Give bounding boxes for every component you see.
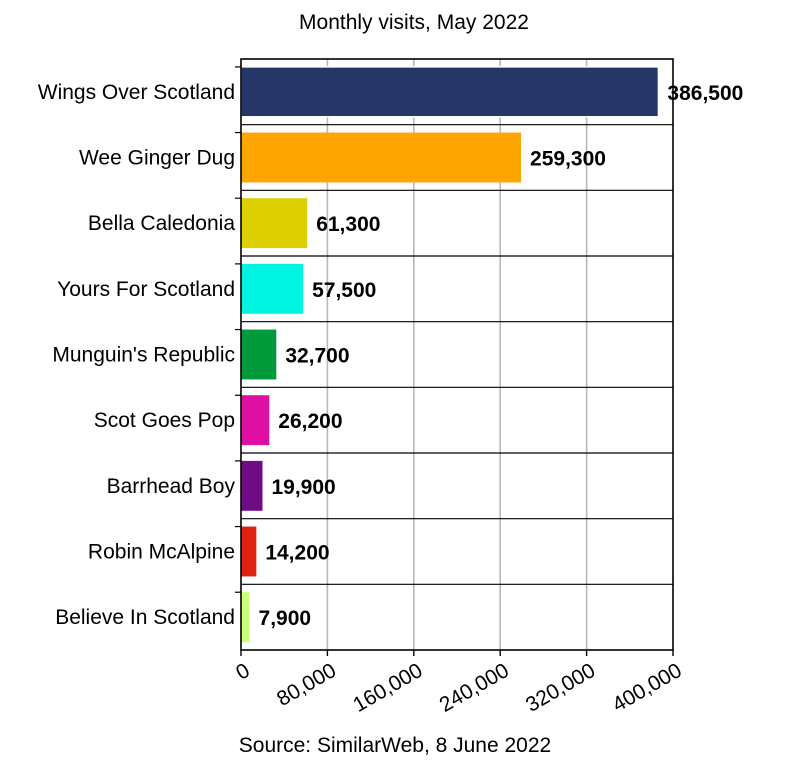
x-tick-label-2: 160,000	[349, 659, 426, 717]
bar-9	[241, 592, 250, 643]
x-tick-label-1: 80,000	[273, 659, 340, 711]
bar-8	[241, 526, 257, 577]
category-label-3: Bella Caledonia	[88, 212, 235, 235]
value-label-1: 386,500	[667, 82, 743, 105]
plot-frame	[240, 58, 674, 651]
value-label-7: 19,900	[271, 476, 335, 499]
row-dividers	[241, 124, 673, 585]
x-tick-label-3: 240,000	[436, 659, 513, 717]
value-label-2: 259,300	[530, 148, 606, 171]
category-labels: Wings Over Scotland Wee Ginger Dug Bella C…	[38, 66, 241, 629]
category-label-6: Scot Goes Pop	[94, 409, 235, 432]
bar-1	[240, 66, 660, 118]
category-label-7: Barrhead Boy	[107, 475, 236, 498]
value-label-5: 32,700	[285, 345, 349, 368]
value-labels: 386,500 259,300 61,300 57,500 32,700 26,200 19…	[259, 82, 744, 630]
plot-border	[240, 58, 674, 651]
x-tick-label-4: 320,000	[522, 659, 599, 717]
value-label-9: 7,900	[259, 607, 312, 630]
value-label-8: 14,200	[265, 542, 329, 565]
category-label-4: Yours For Scotland	[57, 278, 235, 301]
x-tick-label-0: 0	[232, 659, 254, 685]
category-label-5: Munguin's Republic	[52, 344, 235, 367]
category-label-1: Wings Over Scotland	[38, 81, 235, 104]
chart-source: Source: SimilarWeb, 8 June 2022	[239, 734, 551, 757]
bar-2	[241, 132, 522, 183]
bar-5	[241, 329, 277, 380]
value-label-3: 61,300	[316, 213, 380, 236]
x-axis-ticks: 0 80,000 160,000 240,000 320,000 400,000	[232, 650, 686, 717]
category-label-2: Wee Ginger Dug	[79, 147, 235, 170]
bar-6	[241, 395, 270, 446]
category-label-8: Robin McAlpine	[88, 541, 235, 564]
bar-4	[241, 263, 304, 314]
bar-7	[241, 460, 263, 511]
chart-title: Monthly visits, May 2022	[299, 11, 529, 34]
value-label-6: 26,200	[278, 410, 342, 433]
value-label-4: 57,500	[312, 279, 376, 302]
bars	[240, 66, 660, 643]
bar-3	[241, 198, 308, 249]
x-tick-label-5: 400,000	[608, 659, 685, 717]
category-label-9: Believe In Scotland	[55, 606, 235, 629]
